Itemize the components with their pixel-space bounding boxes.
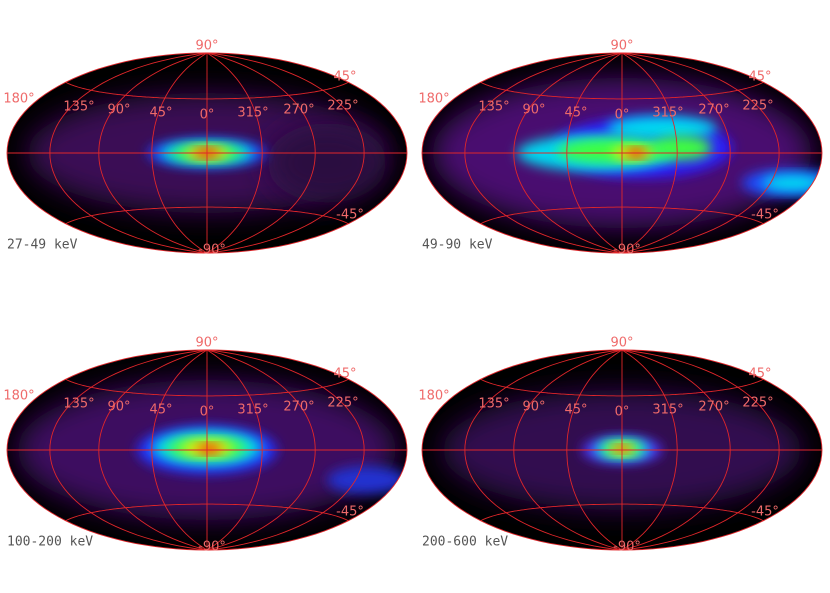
grid-label: 90° <box>522 103 545 118</box>
grid-label: -45° <box>336 505 364 520</box>
emission-region <box>327 466 407 494</box>
grid-label: 225° <box>327 99 358 114</box>
grid-label: 225° <box>742 396 773 411</box>
grid-label: -45° <box>751 208 779 223</box>
grid-label: -90° <box>613 540 641 555</box>
parallel <box>65 81 349 100</box>
emission-region <box>197 445 221 453</box>
grid-label: -90° <box>198 540 226 555</box>
grid-label: 135° <box>478 100 509 115</box>
grid-label: -45° <box>336 208 364 223</box>
grid-label: -45° <box>751 505 779 520</box>
parallel <box>65 378 349 397</box>
panel-label: 49-90 keV <box>422 238 493 253</box>
grid-label: 315° <box>237 106 268 121</box>
emission-region <box>652 136 712 160</box>
parallel <box>480 206 764 225</box>
grid-label: 315° <box>652 403 683 418</box>
grid-label: 225° <box>327 396 358 411</box>
panel-label: 100-200 keV <box>7 535 93 550</box>
grid-label: 180° <box>418 92 449 107</box>
sky-map-panel: 90° 180° 135° 90° 45° 0° 315° 270° 225° 45° -45° -9… <box>418 39 823 258</box>
grid-label: 90° <box>610 39 633 54</box>
parallel <box>480 503 764 522</box>
grid-label: 0° <box>200 405 215 420</box>
sky-map-panel: 90° 180° 135° 90° 45° 0° 315° 270° 225° 45° -45° -9… <box>3 39 408 258</box>
grid-label: 45° <box>564 403 587 418</box>
grid-label: 90° <box>195 336 218 351</box>
grid-label: 45° <box>748 367 771 382</box>
grid-label: 135° <box>63 397 94 412</box>
grid-label: 90° <box>107 400 130 415</box>
parallel <box>480 378 764 397</box>
grid-label: 180° <box>3 389 34 404</box>
emission-region <box>267 123 387 203</box>
grid-label: 135° <box>478 397 509 412</box>
grid-label: 315° <box>652 106 683 121</box>
grid-label: 270° <box>698 103 729 118</box>
emission-region <box>607 116 717 140</box>
grid-label: 45° <box>333 70 356 85</box>
grid-label: 45° <box>748 70 771 85</box>
grid-label: 270° <box>283 103 314 118</box>
grid-label: 0° <box>615 405 630 420</box>
grid-label: 0° <box>615 108 630 123</box>
grid-label: -90° <box>613 243 641 258</box>
grid-label: 135° <box>63 100 94 115</box>
grid-label: 270° <box>698 400 729 415</box>
panel-label: 27-49 keV <box>7 238 78 253</box>
grid-label: 270° <box>283 400 314 415</box>
grid-label: 45° <box>333 367 356 382</box>
grid-label: 225° <box>742 99 773 114</box>
panel-label: 200-600 keV <box>422 535 508 550</box>
sky-map-panel: 90° 180° 135° 90° 45° 0° 315° 270° 225° 45° -45° -9… <box>3 336 408 555</box>
parallel <box>480 81 764 100</box>
emission-region <box>762 175 822 191</box>
grid-label: 45° <box>149 106 172 121</box>
grid-label: 45° <box>149 403 172 418</box>
grid-label: 180° <box>3 92 34 107</box>
grid-label: 90° <box>610 336 633 351</box>
grid-label: 315° <box>237 403 268 418</box>
grid-label: 90° <box>195 39 218 54</box>
grid-label: 180° <box>418 389 449 404</box>
grid-label: 90° <box>107 103 130 118</box>
parallel <box>65 206 349 225</box>
parallel <box>65 503 349 522</box>
sky-map-panel: 90° 180° 135° 90° 45° 0° 315° 270° 225° 45° -45° -9… <box>418 336 823 555</box>
grid-label: 0° <box>200 108 215 123</box>
grid-label: -90° <box>198 243 226 258</box>
grid-label: 90° <box>522 400 545 415</box>
grid-label: 45° <box>564 106 587 121</box>
